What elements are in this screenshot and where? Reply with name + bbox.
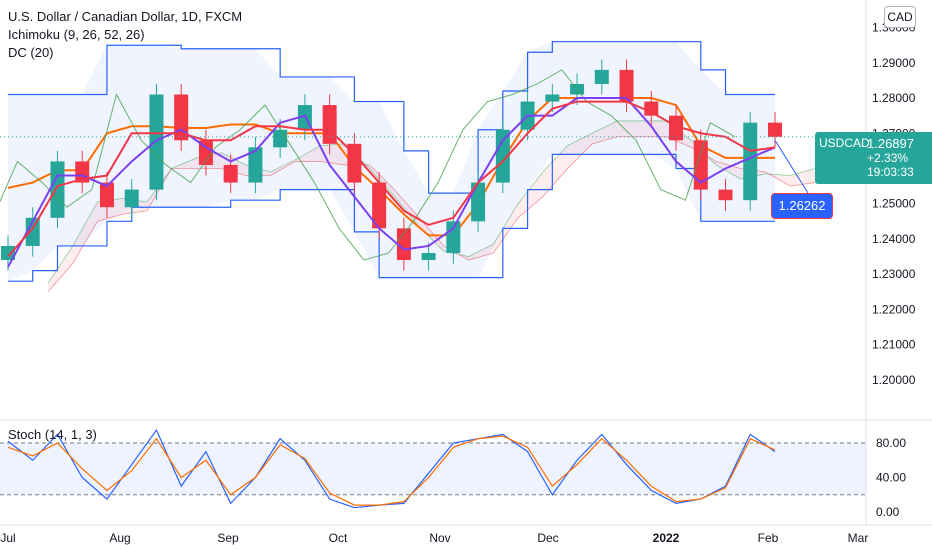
stoch-tick-label: 0.00: [876, 505, 900, 519]
ichimoku-cloud: [47, 120, 816, 293]
candle-body: [50, 161, 65, 218]
candle-body: [619, 69, 634, 102]
senkou-span-b: [47, 136, 816, 293]
grid: [0, 0, 932, 526]
candle-body: [174, 94, 189, 141]
ichimoku-legend[interactable]: Ichimoku (9, 26, 52, 26): [8, 27, 145, 42]
candle-body: [273, 129, 288, 148]
x-tick-label: Mar: [848, 531, 869, 545]
senkou-span-a: [47, 120, 816, 284]
stoch-d-line: [7, 435, 776, 506]
currency-badge[interactable]: CAD: [884, 6, 916, 28]
y-tick-label: 1.21000: [872, 338, 916, 352]
x-tick-label: Jul: [0, 531, 15, 545]
chart-title: U.S. Dollar / Canadian Dollar, 1D, FXCM: [8, 9, 243, 24]
candle-body: [99, 182, 114, 208]
candle-body: [396, 228, 411, 261]
y-tick-label: 1.25000: [872, 197, 916, 211]
stoch-k-line: [7, 428, 776, 509]
y-tick-label: 1.28000: [872, 91, 916, 105]
stoch-legend[interactable]: Stoch (14, 1, 3): [8, 427, 97, 442]
donchian-fill: [8, 41, 775, 282]
candlesticks: [1, 59, 782, 271]
x-tick-label: 2022: [653, 531, 680, 545]
candle-body: [322, 105, 337, 144]
candle-body: [446, 221, 461, 253]
chikou-span: [0, 69, 736, 261]
candle-body: [372, 182, 387, 229]
stochastic-panel: 80.00 40.00 0.00: [0, 428, 906, 519]
candle-body: [669, 115, 684, 141]
price-tag-change: +2.33%: [867, 151, 909, 165]
candle-body: [223, 164, 238, 183]
donchian-channel: [7, 41, 775, 282]
ichimoku-lines: [0, 69, 866, 268]
x-tick-label: Nov: [429, 531, 450, 545]
candle-body: [718, 189, 733, 201]
stoch-tick-label: 40.00: [876, 471, 906, 485]
kijun-sen: [7, 100, 776, 258]
y-tick-label: 1.24000: [872, 232, 916, 246]
candle-body: [149, 94, 164, 190]
candle-body: [693, 140, 708, 190]
price-callout[interactable]: 1.26262: [771, 193, 833, 219]
price-tag: USDCAD 1.26897 +2.33% 19:03:33: [815, 132, 932, 184]
candle-body: [743, 122, 758, 201]
cloud-fill: [48, 120, 815, 292]
candle-body: [644, 101, 659, 116]
candle-body: [248, 147, 263, 183]
x-tick-label: Dec: [537, 531, 558, 545]
y-tick-label: 1.22000: [872, 302, 916, 316]
x-tick-label: Sep: [217, 531, 239, 545]
y-tick-label: 1.20000: [872, 373, 916, 387]
callout-connector: [774, 140, 809, 194]
y-tick-label: 1.29000: [872, 56, 916, 70]
candle-body: [347, 143, 362, 183]
candle-body: [545, 94, 560, 102]
candle-body: [495, 129, 510, 183]
x-tick-label: Oct: [329, 531, 348, 545]
candle-body: [421, 253, 436, 261]
candle-body: [768, 122, 782, 137]
x-tick-label: Feb: [758, 531, 779, 545]
candle-body: [594, 69, 609, 84]
candle-body: [25, 217, 40, 246]
stoch-band-fill: [0, 443, 866, 495]
donchian-basis: [7, 97, 775, 237]
y-tick-label: 1.23000: [872, 267, 916, 281]
price-tag-symbol: USDCAD: [819, 136, 870, 150]
candle-body: [198, 140, 213, 165]
price-tag-countdown: 19:03:33: [867, 165, 914, 179]
candle-body: [1, 245, 15, 261]
stoch-tick-label: 80.00: [876, 436, 906, 450]
tenkan-sen: [7, 97, 776, 268]
price-tag-price: 1.26897: [867, 136, 914, 151]
donchian-upper: [8, 41, 775, 194]
donchian-legend[interactable]: DC (20): [8, 45, 54, 60]
candle-body: [471, 182, 486, 222]
x-tick-label: Aug: [109, 531, 130, 545]
candle-body: [124, 189, 139, 208]
